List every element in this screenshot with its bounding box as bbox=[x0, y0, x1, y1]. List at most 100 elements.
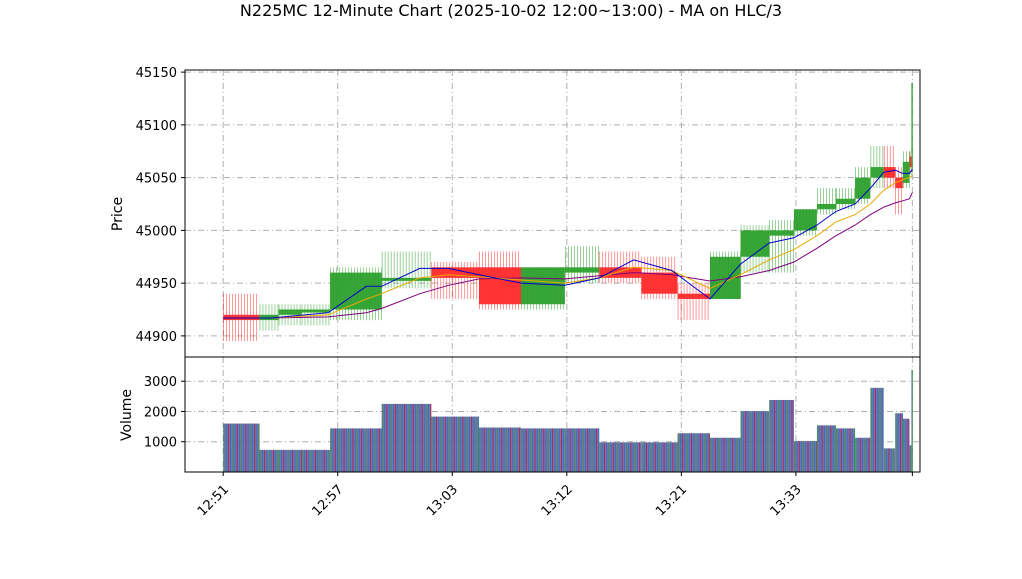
volume-bar-7 bbox=[479, 427, 521, 472]
volume-bar-14 bbox=[740, 411, 770, 472]
volume-bar-8 bbox=[521, 428, 565, 472]
ma-mid-line bbox=[223, 175, 913, 319]
candle-body bbox=[911, 82, 913, 173]
volume-axis-label: Volume bbox=[119, 389, 135, 441]
volume-bar-fill bbox=[521, 428, 565, 472]
chart-title: N225MC 12-Minute Chart (2025-10-02 12:00… bbox=[240, 1, 782, 20]
candle-13 bbox=[710, 251, 741, 299]
ma-fast-line bbox=[223, 168, 913, 319]
volume-bar-fill bbox=[895, 413, 903, 472]
volume-bar-fill bbox=[870, 387, 884, 472]
x-axis: 12:51 12:57 13:03 13:12 13:21 13:33 bbox=[195, 472, 913, 519]
volume-bar-19 bbox=[855, 437, 871, 472]
volume-bar-16 bbox=[794, 441, 818, 472]
candle-body bbox=[431, 267, 479, 278]
candle-8 bbox=[521, 267, 565, 310]
volume-bar-fill bbox=[564, 428, 600, 472]
x-tick-label: 12:57 bbox=[309, 482, 346, 519]
volume-bar-10 bbox=[599, 442, 642, 472]
candle-2 bbox=[278, 304, 302, 326]
candle-18 bbox=[836, 188, 856, 210]
price-tick-label: 45050 bbox=[136, 172, 177, 187]
candle-body bbox=[909, 156, 912, 168]
candle-7 bbox=[479, 251, 521, 310]
candle-0 bbox=[223, 293, 260, 342]
price-tick-label: 45100 bbox=[136, 119, 177, 134]
candle-body bbox=[564, 267, 600, 273]
candle-24 bbox=[909, 151, 912, 173]
candle-17 bbox=[816, 188, 836, 215]
candle-11 bbox=[641, 256, 678, 299]
candle-body bbox=[794, 209, 817, 231]
volume-bar-4 bbox=[330, 428, 382, 472]
volume-bar-12 bbox=[677, 433, 710, 472]
x-tick-label: 13:03 bbox=[424, 482, 461, 519]
candle-body bbox=[836, 198, 856, 205]
candle-body bbox=[902, 161, 910, 183]
candle-body bbox=[855, 177, 871, 199]
candle-16 bbox=[794, 209, 817, 236]
candle-15 bbox=[769, 219, 794, 273]
price-panel: 44900 44950 45000 45050 45100 45150 bbox=[136, 66, 921, 358]
volume-bar-13 bbox=[710, 437, 741, 472]
candle-body bbox=[330, 272, 382, 310]
volume-bar-fill bbox=[431, 416, 479, 472]
volume-tick-label: 1000 bbox=[144, 436, 177, 451]
volume-bar-9 bbox=[564, 428, 600, 472]
candle-body bbox=[769, 230, 794, 236]
x-tick-label: 13:33 bbox=[768, 482, 805, 519]
price-tick-label: 45150 bbox=[136, 66, 177, 81]
price-tick-label: 44950 bbox=[136, 277, 177, 292]
volume-tick-label: 3000 bbox=[144, 375, 177, 390]
candle-19 bbox=[855, 167, 871, 205]
volume-bar-25 bbox=[911, 370, 913, 472]
price-tick-label: 45000 bbox=[136, 224, 177, 239]
candle-body bbox=[381, 277, 432, 281]
candle-body bbox=[278, 309, 302, 315]
candle-body bbox=[223, 314, 260, 321]
candle-body bbox=[599, 267, 642, 278]
candle-10 bbox=[599, 251, 642, 284]
volume-panel: 1000 2000 3000 bbox=[144, 356, 921, 473]
volume-bar-17 bbox=[816, 425, 836, 472]
candle-body bbox=[301, 309, 331, 313]
volume-bar-3 bbox=[301, 449, 331, 472]
volume-bar-6 bbox=[431, 416, 479, 472]
candle-14 bbox=[740, 225, 770, 273]
candle-body bbox=[259, 314, 279, 321]
volume-axes-frame bbox=[184, 356, 921, 473]
x-tick-label: 13:21 bbox=[653, 482, 690, 519]
candle-1 bbox=[259, 304, 279, 331]
volume-bar-24 bbox=[909, 445, 912, 472]
candle-body bbox=[816, 204, 836, 210]
volume-bar-fill bbox=[710, 437, 741, 472]
candle-12 bbox=[677, 283, 710, 321]
ma-slow-line bbox=[223, 192, 913, 319]
candle-body bbox=[641, 272, 678, 294]
volume-bar-fill bbox=[883, 448, 896, 472]
x-tick-label: 13:12 bbox=[539, 482, 576, 519]
candle-body bbox=[521, 267, 565, 305]
candle-body bbox=[479, 267, 521, 305]
candle-body bbox=[677, 293, 710, 299]
candle-body bbox=[740, 230, 770, 257]
volume-bar-20 bbox=[870, 387, 884, 472]
volume-tick-label: 2000 bbox=[144, 405, 177, 420]
price-tick-label: 44900 bbox=[136, 330, 177, 345]
volume-bar-fill bbox=[769, 399, 794, 472]
candle-22 bbox=[895, 167, 903, 215]
volume-bar-21 bbox=[883, 448, 896, 472]
volume-bar-11 bbox=[641, 442, 678, 472]
volume-bar-1 bbox=[259, 449, 279, 472]
candle-body bbox=[870, 167, 884, 178]
volume-bar-5 bbox=[381, 403, 432, 472]
candle-21 bbox=[883, 145, 896, 189]
candle-body bbox=[895, 177, 903, 189]
volume-bar-23 bbox=[902, 418, 910, 472]
candle-23 bbox=[902, 151, 910, 189]
price-axis-label: Price bbox=[110, 197, 126, 231]
x-tick-label: 12:51 bbox=[195, 482, 232, 519]
volume-bar-18 bbox=[836, 428, 856, 472]
